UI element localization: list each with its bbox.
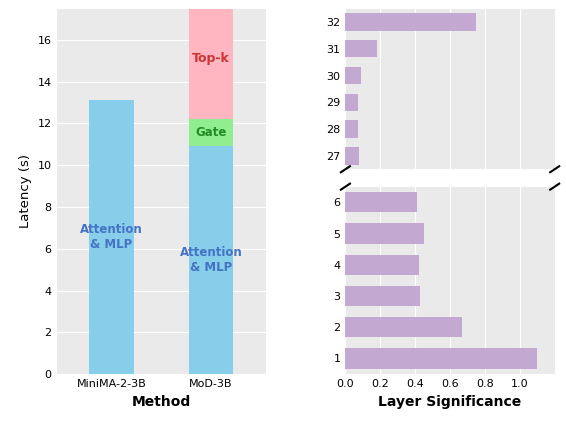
Bar — [345, 255, 419, 275]
Bar — [345, 120, 358, 138]
Bar — [345, 147, 359, 165]
X-axis label: Layer Significance: Layer Significance — [379, 394, 522, 408]
Bar — [345, 348, 537, 369]
Bar — [188, 119, 234, 147]
Bar — [345, 40, 377, 58]
Bar — [345, 67, 361, 84]
Bar — [345, 317, 462, 338]
Text: Top-k: Top-k — [192, 52, 230, 65]
Bar — [345, 94, 358, 111]
Text: Attention
& MLP: Attention & MLP — [80, 223, 143, 251]
Text: Gate: Gate — [195, 126, 227, 139]
Bar — [345, 192, 417, 212]
Bar — [188, 147, 234, 374]
Text: Attention
& MLP: Attention & MLP — [179, 246, 242, 274]
Bar — [89, 101, 134, 374]
Bar — [345, 286, 421, 306]
Y-axis label: Latency (s): Latency (s) — [19, 154, 32, 228]
Bar — [345, 223, 424, 244]
Bar — [188, 0, 234, 119]
Bar — [345, 13, 476, 31]
X-axis label: Method: Method — [132, 394, 191, 408]
